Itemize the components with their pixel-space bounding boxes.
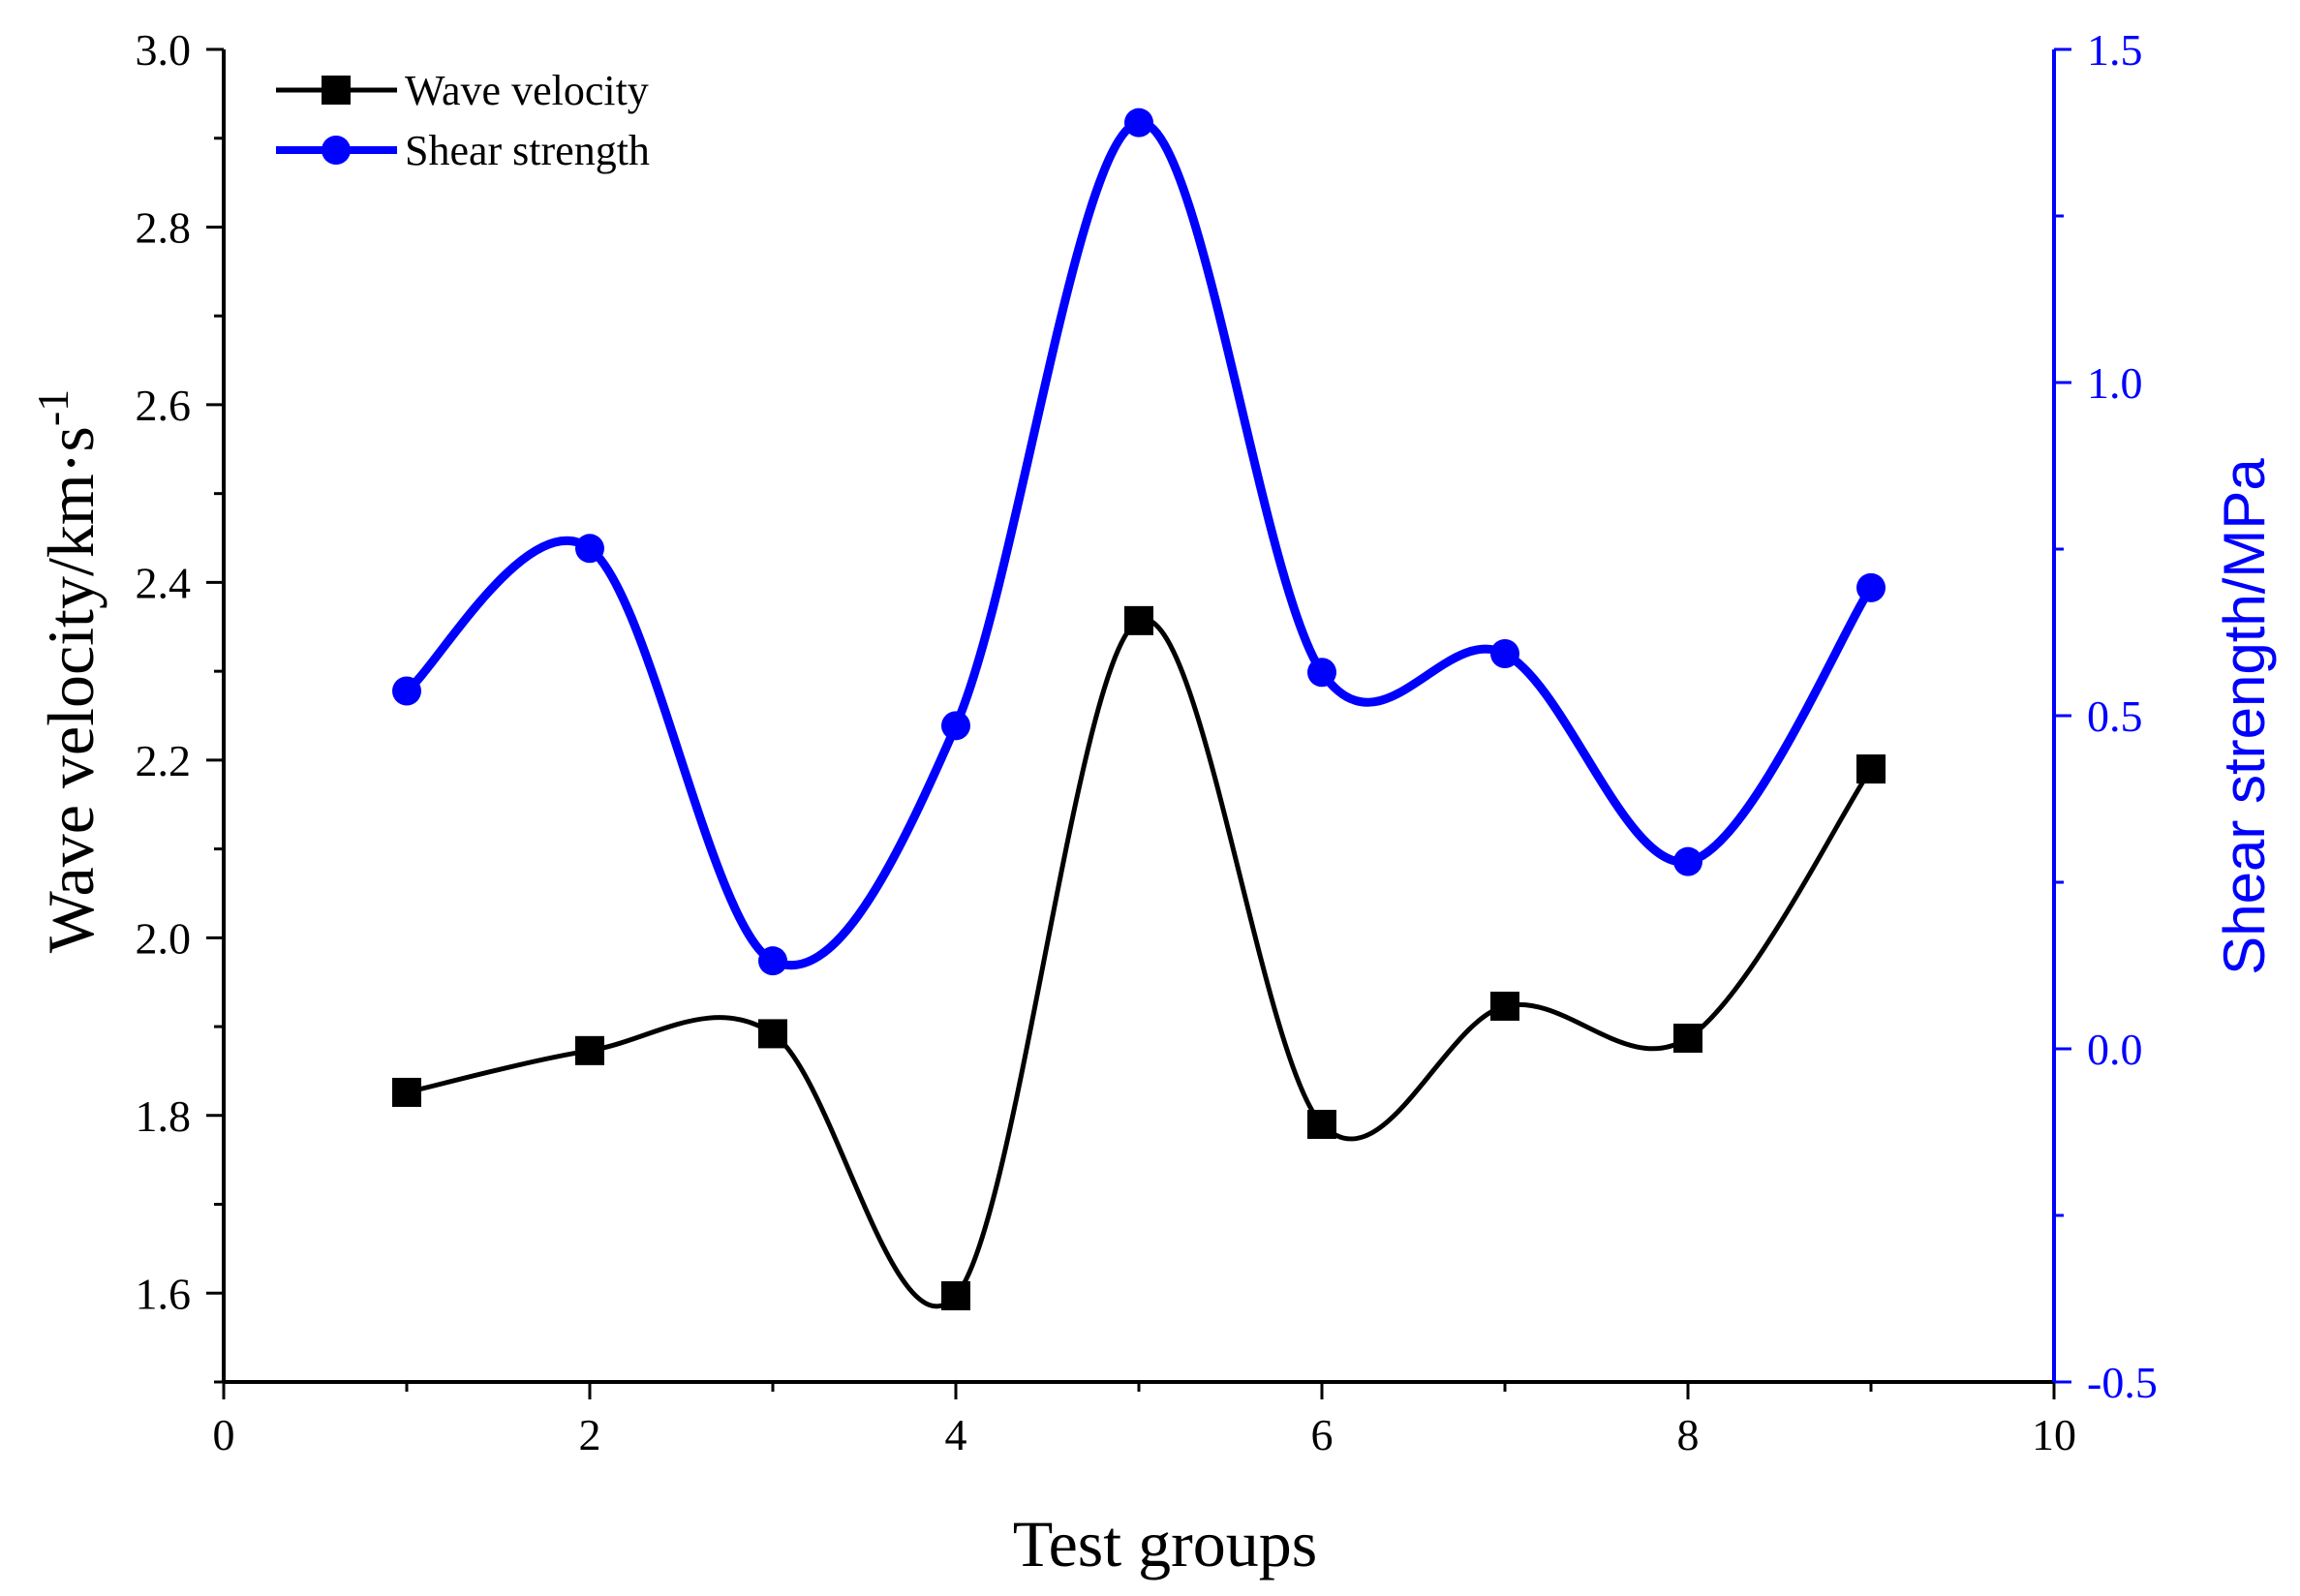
y2-tick-label: 1.5: [2087, 25, 2143, 75]
data-point-wave-velocity: [1307, 1109, 1336, 1139]
data-point-wave-velocity: [1490, 991, 1519, 1021]
data-point-shear-strength: [1307, 658, 1336, 688]
x-axis-title: Test groups: [1013, 1507, 1317, 1581]
x-tick-label: 10: [2032, 1410, 2076, 1459]
y-tick-label: 3.0: [136, 25, 192, 75]
y2-axis-title: Shear strength/MPa: [2212, 458, 2277, 975]
series-curves: [404, 118, 1875, 1309]
data-point-shear-strength: [1124, 107, 1153, 138]
legend-label-wave-velocity: Wave velocity: [405, 67, 649, 114]
y-tick-label: 2.4: [136, 558, 192, 607]
data-point-wave-velocity: [1673, 1023, 1702, 1053]
data-point-shear-strength: [575, 534, 604, 564]
data-point-shear-strength: [1856, 572, 1886, 602]
y2-tick-label: -0.5: [2087, 1358, 2158, 1407]
data-point-shear-strength: [1673, 846, 1702, 876]
x-tick-label: 6: [1311, 1410, 1334, 1459]
data-point-wave-velocity: [758, 1019, 787, 1049]
data-point-wave-velocity: [941, 1281, 970, 1311]
data-point-wave-velocity: [575, 1035, 604, 1065]
data-point-shear-strength: [941, 711, 970, 741]
series-markers: [392, 107, 1886, 1311]
y2-tick-label: 0.0: [2087, 1025, 2143, 1074]
y-tick-label: 1.8: [136, 1091, 192, 1141]
data-point-wave-velocity: [1856, 754, 1886, 784]
axes: [222, 49, 2056, 1384]
y-tick-label: 2.0: [136, 913, 192, 963]
y-axis-title-main: Wave velocity/km·s: [34, 426, 107, 953]
y-axis-title-superscript: -1: [28, 389, 77, 426]
y-tick-label: 2.8: [136, 202, 192, 252]
x-tick-label: 4: [945, 1410, 967, 1459]
legend-entry-shear-strength: Shear strength: [276, 127, 650, 174]
ticks: 0 2 4 6 8 10 1.6 1.8 2.0 2.2 2.4 2.6 2.8 3.0 -0.5 0.0 0.…: [136, 25, 2158, 1459]
data-point-wave-velocity: [392, 1077, 421, 1107]
series-line-wave-velocity: [406, 617, 1874, 1309]
y-axis-title: Wave velocity/km·s-1: [28, 389, 107, 953]
data-point-shear-strength: [758, 946, 787, 976]
x-tick-label: 2: [579, 1410, 601, 1459]
legend-marker-circle: [322, 136, 351, 165]
data-point-shear-strength: [1490, 639, 1519, 669]
data-point-shear-strength: [392, 676, 421, 706]
x-tick-label: 8: [1677, 1410, 1700, 1459]
legend: Wave velocity Shear strength: [276, 67, 650, 174]
y-tick-label: 2.6: [136, 381, 192, 430]
y2-tick-label: 1.0: [2087, 358, 2143, 408]
y2-tick-label: 0.5: [2087, 691, 2143, 741]
legend-label-shear-strength: Shear strength: [405, 127, 650, 174]
data-point-wave-velocity: [1124, 605, 1153, 635]
legend-marker-square: [322, 76, 351, 105]
y-tick-label: 1.6: [136, 1269, 192, 1318]
legend-entry-wave-velocity: Wave velocity: [276, 67, 649, 114]
y-tick-label: 2.2: [136, 736, 192, 785]
x-tick-label: 0: [213, 1410, 235, 1459]
series-line-shear-strength: [404, 118, 1875, 970]
